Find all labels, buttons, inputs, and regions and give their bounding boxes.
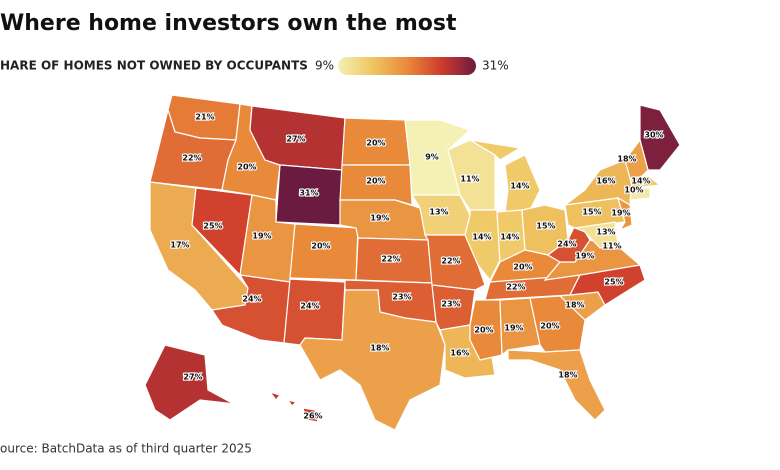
region: [268, 390, 319, 423]
region-label: 31%: [299, 189, 318, 198]
region: [299, 289, 446, 431]
region-label: 17%: [170, 241, 189, 250]
legend: 9% 31%: [315, 57, 509, 75]
map: 21% 22% 17% 25% 20% 27% 31% 19% 24% 20% 24% 20% 20% 1…: [144, 94, 681, 431]
region-label: 22%: [381, 255, 400, 264]
region-label: 21%: [195, 113, 214, 122]
region-label: 19%: [575, 252, 594, 261]
region-label: 22%: [441, 257, 460, 266]
region-label: 22%: [506, 283, 525, 292]
region-label: 20%: [311, 242, 330, 251]
region-label: 15%: [536, 222, 555, 231]
region-label: 27%: [286, 135, 305, 144]
legend-label: 9%: [315, 59, 334, 73]
region-label: 24%: [557, 240, 576, 249]
region: [507, 349, 606, 421]
region-label: 11%: [460, 175, 479, 184]
region: [499, 297, 541, 357]
region-label: 11%: [602, 242, 621, 251]
region-label: 25%: [203, 222, 222, 231]
region: [144, 344, 246, 421]
region-label: 18%: [370, 344, 389, 353]
region-label: 19%: [504, 324, 523, 333]
region-label: 18%: [558, 371, 577, 380]
region: [624, 138, 649, 179]
region-label: 16%: [596, 177, 615, 186]
region-label: 23%: [441, 300, 460, 309]
region-label: 20%: [366, 177, 385, 186]
title: Where home investors own the most: [0, 11, 457, 36]
region-label: 27%: [183, 373, 202, 382]
region: [629, 187, 651, 201]
region: [289, 223, 359, 281]
region-label: 14%: [472, 233, 491, 242]
region-label: 14%: [510, 182, 529, 191]
source: ource: BatchData as of third quarter 202…: [0, 442, 252, 456]
region-label: 19%: [252, 232, 271, 241]
region-label: 14%: [631, 177, 650, 186]
region-label: 20%: [474, 326, 493, 335]
region-label: 18%: [617, 155, 636, 164]
region-label: 24%: [300, 302, 319, 311]
region-label: 16%: [450, 349, 469, 358]
region-label: 25%: [604, 278, 623, 287]
region-label: 10%: [624, 186, 643, 195]
subtitle: HARE OF HOMES NOT OWNED BY OCCUPANTS: [0, 59, 308, 73]
legend-label: 31%: [482, 59, 509, 73]
region-label: 20%: [513, 263, 532, 272]
region-label: 23%: [392, 293, 411, 302]
region-label: 22%: [182, 154, 201, 163]
region-label: 20%: [540, 322, 559, 331]
region-label: 20%: [366, 139, 385, 148]
region-label: 24%: [242, 295, 261, 304]
region: [572, 221, 619, 249]
region-label: 14%: [500, 233, 519, 242]
legend-gradient: [338, 57, 476, 75]
region: [546, 224, 591, 263]
region-label: 9%: [425, 153, 439, 162]
region: [283, 278, 346, 346]
region-label: 15%: [582, 208, 601, 217]
region-label: 13%: [429, 208, 448, 217]
region-label: 19%: [370, 214, 389, 223]
region-label: 13%: [596, 228, 615, 237]
region-label: 30%: [644, 131, 663, 140]
region: [617, 196, 633, 232]
region: [629, 175, 662, 189]
region-label: 26%: [303, 412, 322, 421]
region-label: 20%: [237, 163, 256, 172]
region-label: 18%: [565, 301, 584, 310]
region-label: 19%: [611, 209, 630, 218]
